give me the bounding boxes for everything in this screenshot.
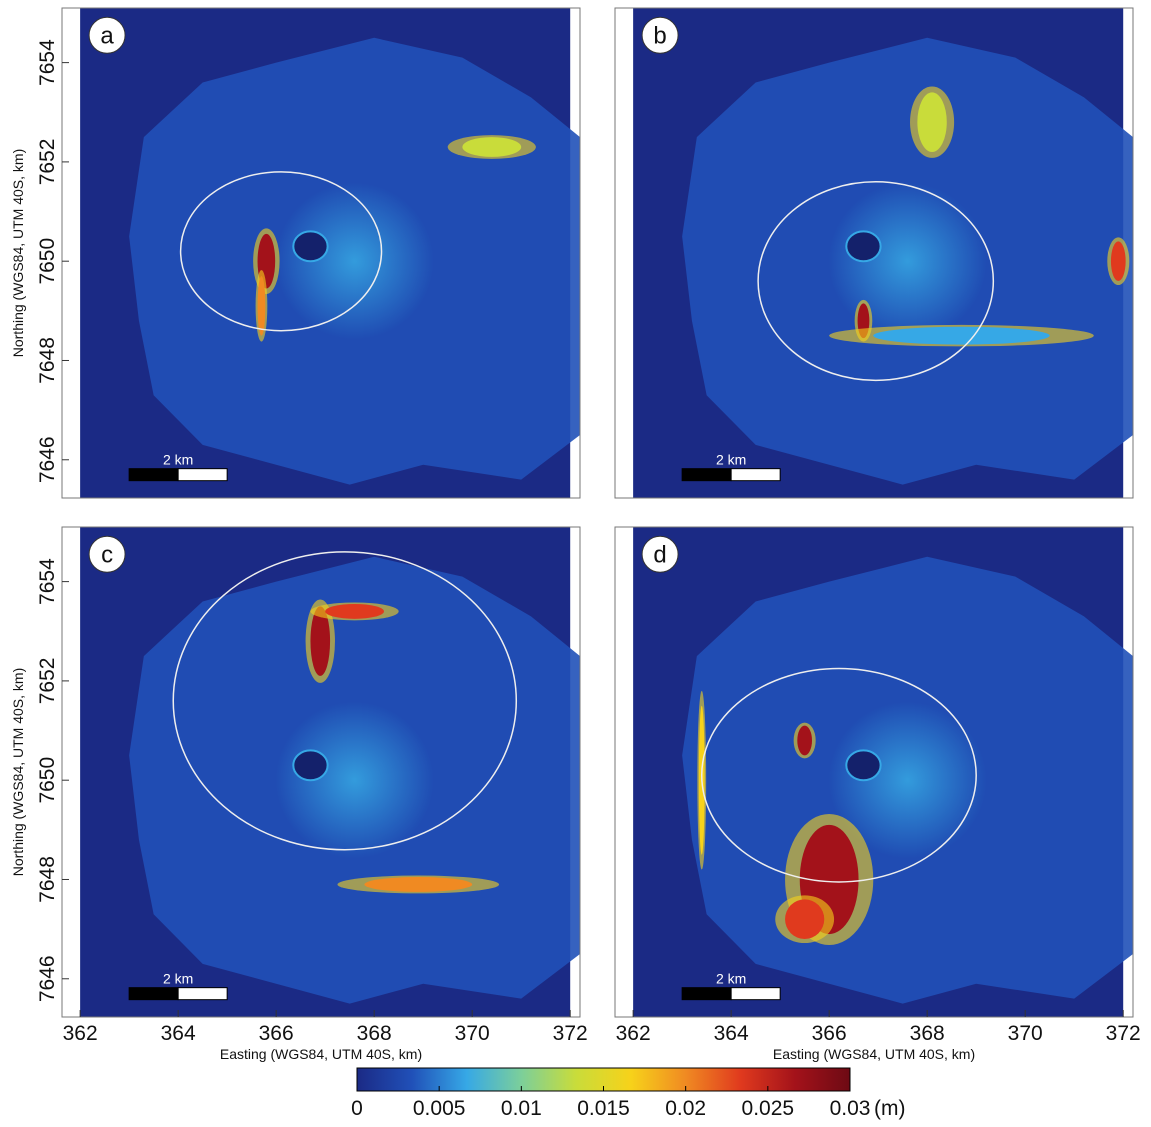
scale-bar-label: 2 km [716,452,746,468]
x-axis-label: Easting (WGS84, UTM 40S, km) [773,1046,975,1062]
y-axis-label: Northing (WGS84, UTM 40S, km) [10,149,26,358]
x-tick-label: 362 [616,1022,651,1045]
deformation-spot [258,276,266,336]
x-tick-label: 364 [161,1022,196,1045]
island [682,557,1133,1004]
y-axis-label: Northing (WGS84, UTM 40S, km) [10,668,26,877]
scale-bar [129,988,178,1000]
panel-label: a [100,22,114,49]
colorbar-tick-label: 0.015 [577,1097,630,1120]
y-tick-label: 7652 [36,658,59,705]
y-tick-label: 7646 [36,955,59,1002]
y-tick-label: 7648 [36,337,59,384]
map-panel [80,527,580,1017]
colorbar-tick-label: 0 [351,1097,363,1120]
y-tick-label: 7654 [36,558,59,605]
y-tick-label: 7650 [36,238,59,285]
colorbar-unit: (m) [874,1097,905,1120]
panel-label: c [101,541,113,568]
x-tick-label: 368 [357,1022,392,1045]
scale-bar-label: 2 km [163,971,193,987]
island [682,38,1133,485]
island [129,38,580,485]
y-tick-label: 7648 [36,856,59,903]
scale-bar-label: 2 km [716,971,746,987]
crater [846,750,880,780]
scale-bar [129,469,178,481]
deformation-spot [797,726,812,756]
scale-bar [178,469,227,481]
x-tick-label: 370 [455,1022,490,1045]
x-tick-label: 366 [259,1022,294,1045]
crater [293,750,327,780]
map-panel [633,527,1133,1017]
y-tick-label: 7646 [36,436,59,483]
x-tick-label: 364 [714,1022,749,1045]
figure: a 2 km 7646 7648 7650 7652 7654 Northing (WGS84… [0,0,1151,1122]
scale-bar [731,988,780,1000]
colorbar-tick-label: 0.025 [742,1097,795,1120]
scale-bar [682,988,731,1000]
x-tick-label: 368 [910,1022,945,1045]
deformation-spot [462,137,521,157]
colorbar-tick-label: 0.02 [665,1097,706,1120]
y-tick-label: 7650 [36,757,59,804]
deformation-spot [785,899,824,939]
deformation-spot [873,327,1049,345]
x-tick-label: 372 [553,1022,588,1045]
deformation-spot [364,877,472,892]
y-tick-label: 7652 [36,139,59,186]
scale-bar [178,988,227,1000]
deformation-spot [1111,241,1126,281]
scale-bar-label: 2 km [163,452,193,468]
crater [846,231,880,261]
deformation-spot [325,604,384,619]
y-tick-label: 7654 [36,39,59,86]
panel-label: b [653,22,666,49]
island [129,557,580,1004]
x-tick-label: 372 [1106,1022,1141,1045]
x-tick-label: 362 [63,1022,98,1045]
crater [293,231,327,261]
colorbar-tick-label: 0.03 [830,1097,871,1120]
panel-label: d [653,541,666,568]
colorbar-tick-label: 0.01 [501,1097,542,1120]
x-tick-label: 370 [1008,1022,1043,1045]
map-panel [633,8,1133,498]
scale-bar [682,469,731,481]
map-panel [80,8,580,498]
deformation-spot [917,92,946,152]
x-axis-label: Easting (WGS84, UTM 40S, km) [220,1046,422,1062]
scale-bar [731,469,780,481]
colorbar-tick-label: 0.005 [413,1097,466,1120]
x-tick-label: 366 [812,1022,847,1045]
